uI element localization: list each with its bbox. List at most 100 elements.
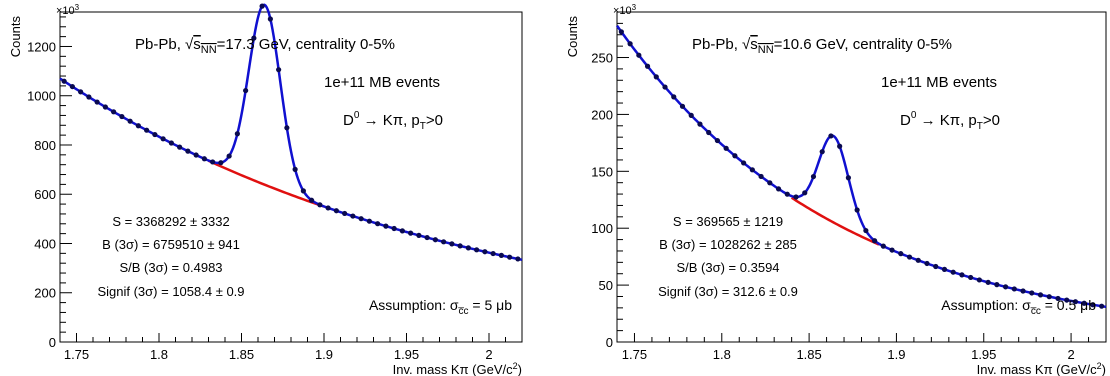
decay-d: D (343, 112, 354, 129)
x-axis-label-main: Inv. mass Kπ (GeV/c (977, 362, 1097, 376)
data-point (111, 109, 117, 115)
x-tick-label: 1.9 (887, 347, 905, 362)
data-point (1011, 286, 1017, 292)
data-point (498, 252, 504, 258)
data-point (342, 210, 348, 217)
sb-ratio-label: S/B (3σ) = 0.4983 (119, 260, 222, 275)
data-point (102, 104, 108, 110)
data-point (251, 35, 257, 41)
data-point (950, 269, 956, 275)
data-point (671, 94, 677, 100)
data-point (1002, 284, 1009, 290)
data-point (457, 243, 463, 249)
data-point (135, 123, 141, 129)
data-point (767, 180, 773, 186)
data-point (1029, 290, 1035, 296)
background-fit-line (790, 196, 880, 246)
decay-channel-label: D0 → Kπ, pT>0 (900, 110, 1000, 132)
multiplier-base: ×10 (613, 5, 632, 17)
significance-label: Signif (3σ) = 312.6 ± 0.9 (658, 284, 798, 299)
decay-tail: >0 (983, 112, 1000, 129)
data-point (416, 232, 422, 238)
y-tick-label: 400 (34, 236, 56, 251)
background-label: B (3σ) = 6759510 ± 941 (102, 237, 240, 252)
data-point (490, 250, 496, 257)
y-axis-label: Counts (8, 16, 23, 58)
sqrt-sub: NN (201, 44, 217, 56)
y-tick-label: 600 (34, 187, 56, 202)
energy-text: =17.3 GeV, centrality 0-5% (217, 36, 395, 53)
data-point (679, 103, 686, 109)
sqrt-s: s (750, 36, 758, 53)
data-point (618, 29, 624, 35)
decay-d-sup: 0 (354, 110, 360, 121)
signal-label: S = 3368292 ± 3332 (112, 214, 229, 229)
decay-d: D (900, 112, 911, 129)
data-point (350, 213, 356, 219)
x-axis-label-close: ) (1102, 362, 1106, 376)
x-tick-label: 1.95 (394, 347, 419, 362)
events-label: 1e+11 MB events (881, 74, 997, 91)
sqrt-s: s (193, 36, 201, 53)
x-tick-label: 1.95 (971, 347, 996, 362)
data-point (152, 131, 158, 138)
multiplier-base: ×10 (56, 5, 75, 17)
data-point (210, 159, 216, 165)
data-point (507, 254, 513, 260)
data-point (168, 140, 174, 146)
sqrt-sub: NN (758, 44, 774, 56)
data-point (185, 148, 191, 154)
data-point (441, 239, 447, 245)
data-point (399, 228, 405, 234)
data-point (819, 149, 825, 155)
data-point (292, 166, 298, 172)
data-point (317, 202, 323, 208)
y-tick-label: 1000 (27, 89, 56, 104)
data-point (1072, 299, 1079, 305)
assumption-label: Assumption: σc̅c = 0.5 μb (941, 297, 1096, 317)
data-point (1064, 297, 1070, 303)
x-axis-label-sup: 2 (1097, 361, 1102, 371)
data-point (86, 94, 92, 100)
data-point (177, 144, 183, 150)
data-point (276, 67, 282, 73)
data-point (1037, 292, 1044, 298)
assumption-tail: = 0.5 μb (1041, 297, 1096, 313)
data-point (802, 190, 808, 196)
decay-channel-label: D0 → Kπ, pT>0 (343, 110, 443, 132)
x-axis-label: Inv. mass Kπ (GeV/c2) (393, 361, 522, 376)
data-point (218, 160, 224, 166)
y-tick-label: 800 (34, 138, 56, 153)
data-point (749, 167, 755, 173)
assumption-text: Assumption: σ (369, 297, 459, 313)
x-axis-label: Inv. mass Kπ (GeV/c2) (977, 361, 1106, 376)
data-point (714, 137, 721, 144)
data-point (741, 160, 747, 166)
events-label: 1e+11 MB events (324, 74, 440, 91)
data-point (325, 205, 331, 211)
y-tick-label: 0 (49, 335, 56, 350)
data-point (424, 234, 430, 241)
data-point (662, 84, 668, 90)
data-point (906, 254, 913, 260)
data-point (333, 208, 339, 214)
data-point (127, 118, 133, 124)
data-point (915, 257, 921, 263)
data-point (784, 191, 790, 197)
y-multiplier-label: ×103 (613, 3, 637, 17)
data-point (432, 237, 438, 243)
decay-arrow: → Kπ, p (359, 112, 419, 129)
signal-label: S = 369565 ± 1219 (673, 214, 783, 229)
y-tick-label: 50 (599, 278, 613, 293)
data-point (201, 156, 207, 162)
data-point (959, 272, 965, 278)
data-point (845, 175, 852, 181)
y-tick-label: 250 (591, 51, 613, 66)
data-point (810, 173, 817, 180)
assumption-label: Assumption: σc̅c = 5 μb (369, 297, 512, 317)
data-point (889, 247, 895, 253)
data-point (482, 249, 488, 255)
data-point (375, 221, 381, 227)
x-tick-label: 1.75 (622, 347, 647, 362)
sqrt-symbol: √ (742, 36, 751, 53)
